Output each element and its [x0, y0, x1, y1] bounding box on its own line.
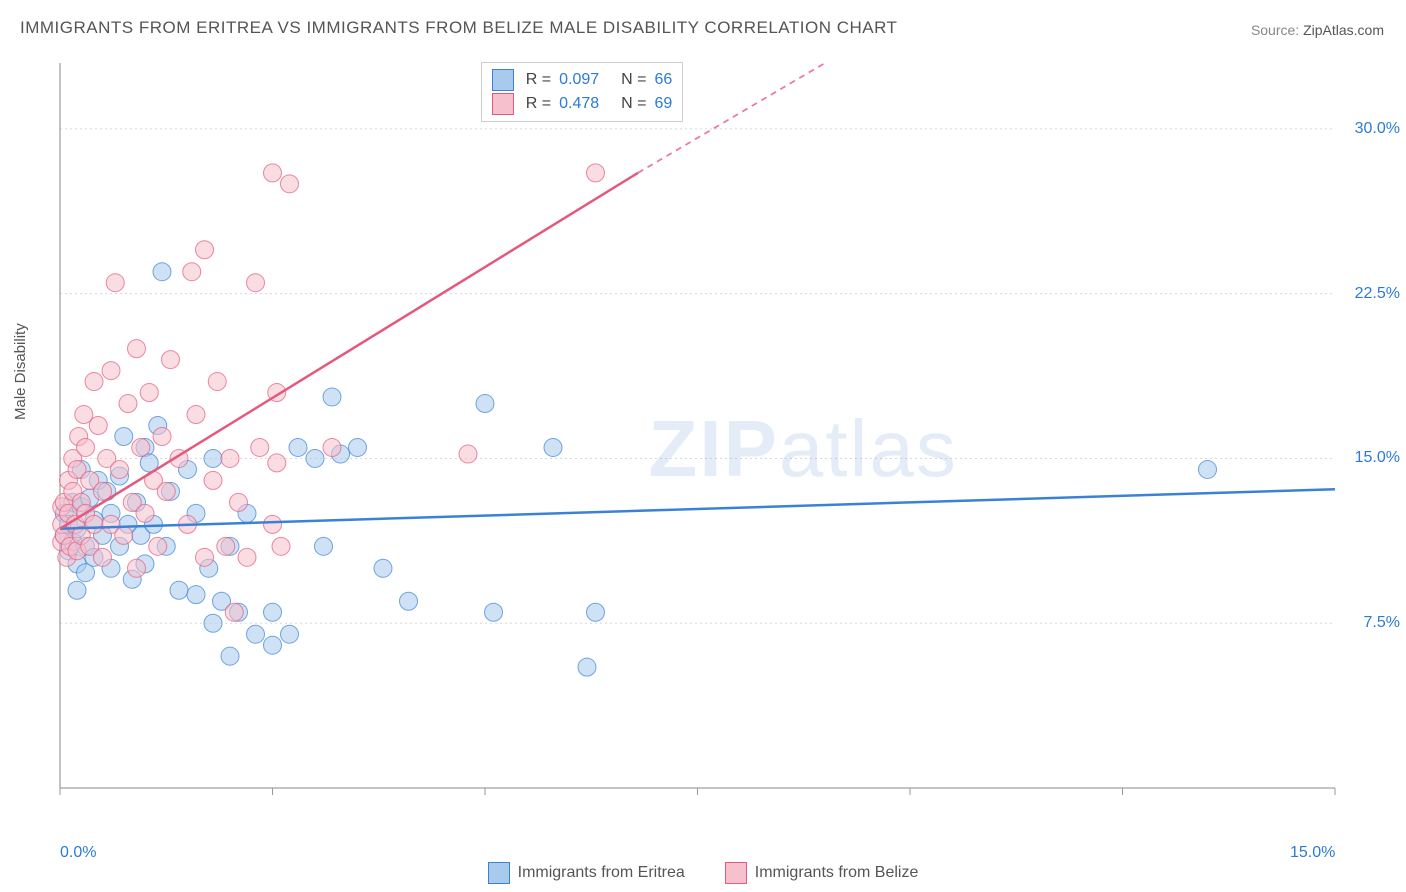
r-label: R = [526, 71, 551, 89]
legend-item-belize: Immigrants from Belize [725, 862, 919, 884]
legend-swatch-icon [492, 69, 514, 91]
scatter-plot: ZIPatlas [50, 58, 1395, 818]
y-axis-label: Male Disability [12, 323, 29, 420]
legend-top-row: R = 0.097 N = 66 [492, 69, 673, 91]
legend-item-eritrea: Immigrants from Eritrea [488, 862, 685, 884]
x-tick-label: 15.0% [1290, 844, 1335, 862]
r-value: 0.478 [559, 95, 599, 113]
svg-text:ZIPatlas: ZIPatlas [648, 404, 957, 493]
legend-bottom: Immigrants from Eritrea Immigrants from … [0, 862, 1406, 884]
y-tick-label: 30.0% [1355, 120, 1400, 138]
legend-label: Immigrants from Eritrea [518, 864, 685, 882]
n-value: 69 [654, 95, 672, 113]
n-label: N = [621, 71, 646, 89]
y-tick-label: 15.0% [1355, 449, 1400, 467]
r-label: R = [526, 95, 551, 113]
legend-swatch-icon [725, 862, 747, 884]
legend-top: R = 0.097 N = 66 R = 0.478 N = 69 [481, 62, 684, 122]
legend-label: Immigrants from Belize [755, 864, 919, 882]
x-tick-label: 0.0% [60, 844, 96, 862]
source-label: Source: [1251, 22, 1299, 38]
y-tick-label: 7.5% [1364, 614, 1400, 632]
legend-top-row: R = 0.478 N = 69 [492, 93, 673, 115]
legend-swatch-icon [492, 93, 514, 115]
source-attribution: Source: ZipAtlas.com [1251, 22, 1384, 38]
chart-title: IMMIGRANTS FROM ERITREA VS IMMIGRANTS FR… [20, 18, 897, 38]
y-tick-label: 22.5% [1355, 285, 1400, 303]
n-value: 66 [654, 71, 672, 89]
source-value: ZipAtlas.com [1303, 22, 1384, 38]
n-label: N = [621, 95, 646, 113]
r-value: 0.097 [559, 71, 599, 89]
legend-swatch-icon [488, 862, 510, 884]
